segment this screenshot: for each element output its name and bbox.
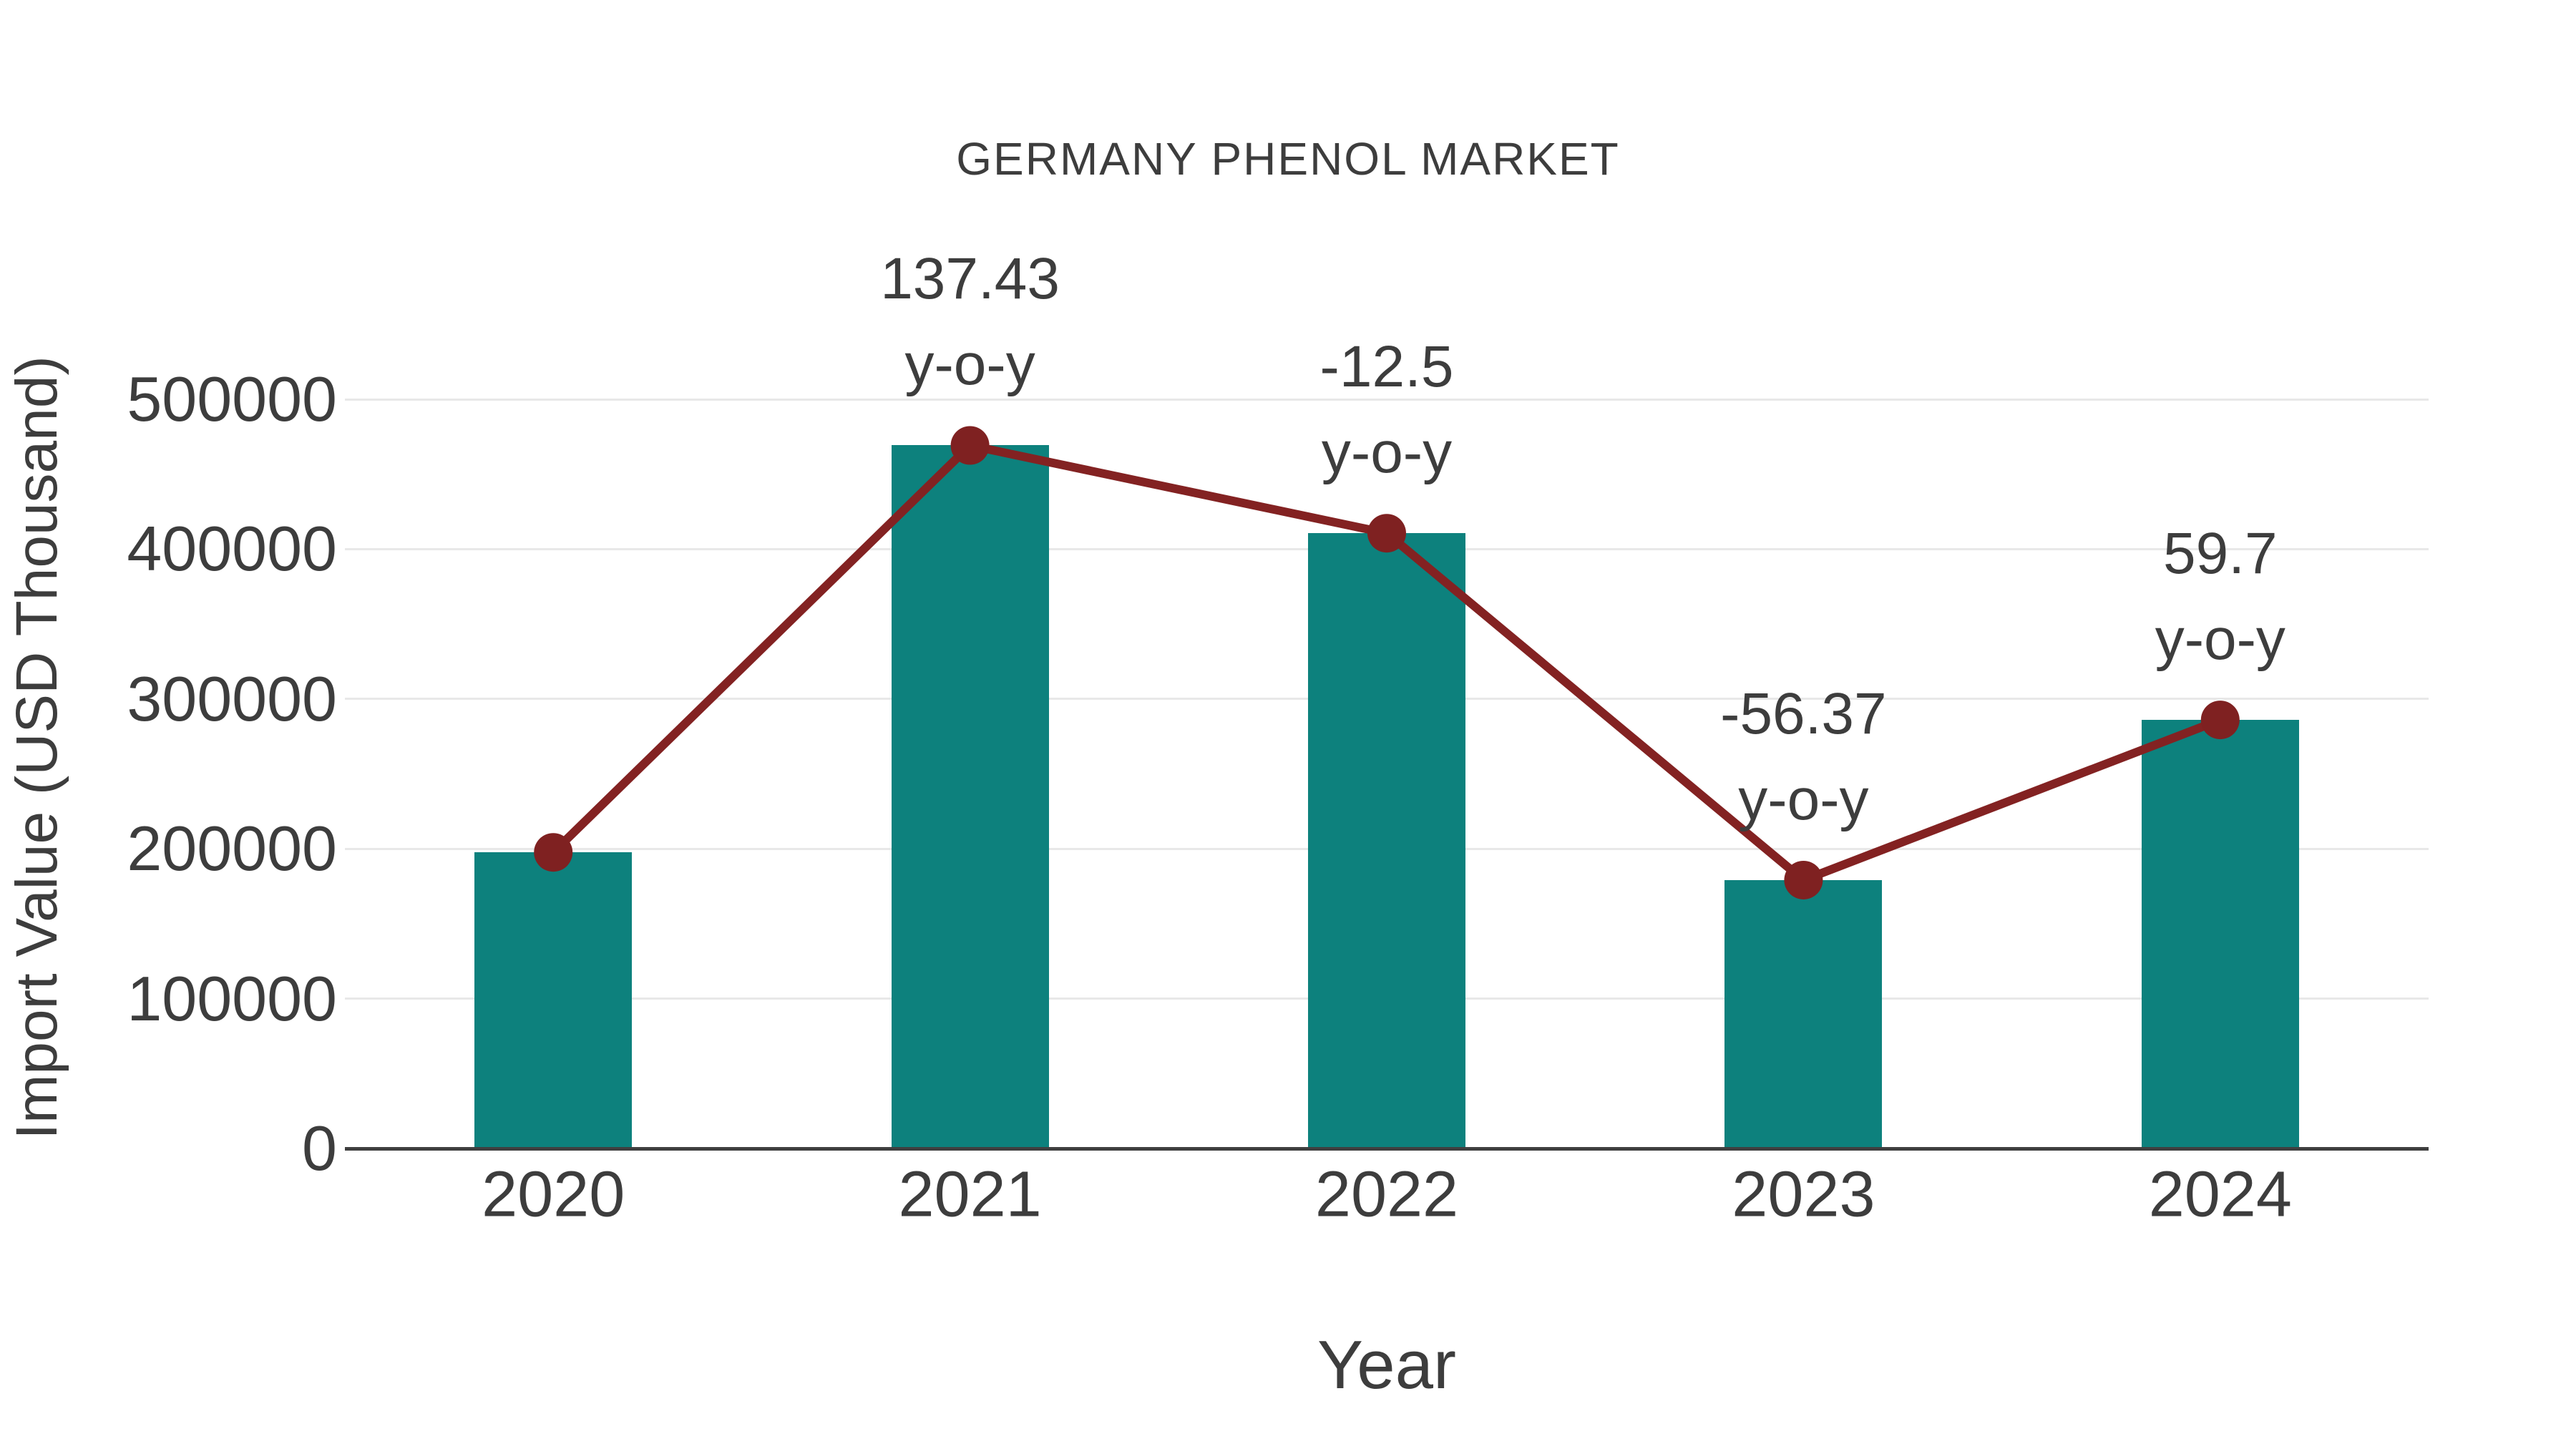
bar-2021 bbox=[891, 445, 1049, 1148]
bar-2022 bbox=[1308, 533, 1465, 1148]
x-tick-label-2023: 2023 bbox=[1732, 1158, 1875, 1231]
annotation-suffix-2024: y-o-y bbox=[2155, 607, 2285, 673]
y-tick-label-200000: 200000 bbox=[127, 813, 337, 884]
x-tick-label-2020: 2020 bbox=[482, 1158, 625, 1231]
data-point-marker-2020 bbox=[534, 833, 573, 872]
data-point-marker-2021 bbox=[950, 426, 990, 465]
data-point-marker-2023 bbox=[1784, 860, 1823, 899]
x-axis-title: Year bbox=[1317, 1327, 1456, 1403]
x-axis-line bbox=[345, 1146, 2429, 1151]
gridline-500000 bbox=[345, 398, 2429, 401]
annotation-suffix-2022: y-o-y bbox=[1321, 420, 1453, 486]
annotation-value-2023: -56.37 bbox=[1720, 680, 1887, 746]
x-tick-label-2022: 2022 bbox=[1314, 1158, 1459, 1231]
annotation-suffix-2023: y-o-y bbox=[1738, 766, 1869, 832]
annotation-value-2024: 59.7 bbox=[2162, 521, 2278, 587]
annotation-value-2022: -12.5 bbox=[1319, 334, 1454, 400]
bar-2020 bbox=[474, 852, 633, 1148]
y-tick-label-0: 0 bbox=[302, 1113, 337, 1184]
bar-2023 bbox=[1724, 879, 1883, 1148]
y-tick-label-400000: 400000 bbox=[127, 513, 337, 585]
annotation-value-2021: 137.43 bbox=[880, 246, 1060, 312]
data-point-marker-2024 bbox=[2200, 701, 2240, 740]
y-axis-title: Import Value (USD Thousand) bbox=[4, 356, 69, 1140]
x-tick-label-2024: 2024 bbox=[2148, 1158, 2292, 1231]
x-tick-label-2021: 2021 bbox=[898, 1158, 1042, 1231]
chart-title: GERMANY PHENOL MARKET bbox=[956, 133, 1620, 185]
annotation-suffix-2021: y-o-y bbox=[904, 332, 1035, 398]
bar-2024 bbox=[2141, 720, 2299, 1148]
trend-line bbox=[550, 440, 2222, 885]
y-tick-label-100000: 100000 bbox=[127, 962, 337, 1034]
y-tick-label-300000: 300000 bbox=[127, 663, 337, 734]
data-point-marker-2022 bbox=[1367, 514, 1406, 553]
y-tick-label-500000: 500000 bbox=[127, 364, 337, 434]
